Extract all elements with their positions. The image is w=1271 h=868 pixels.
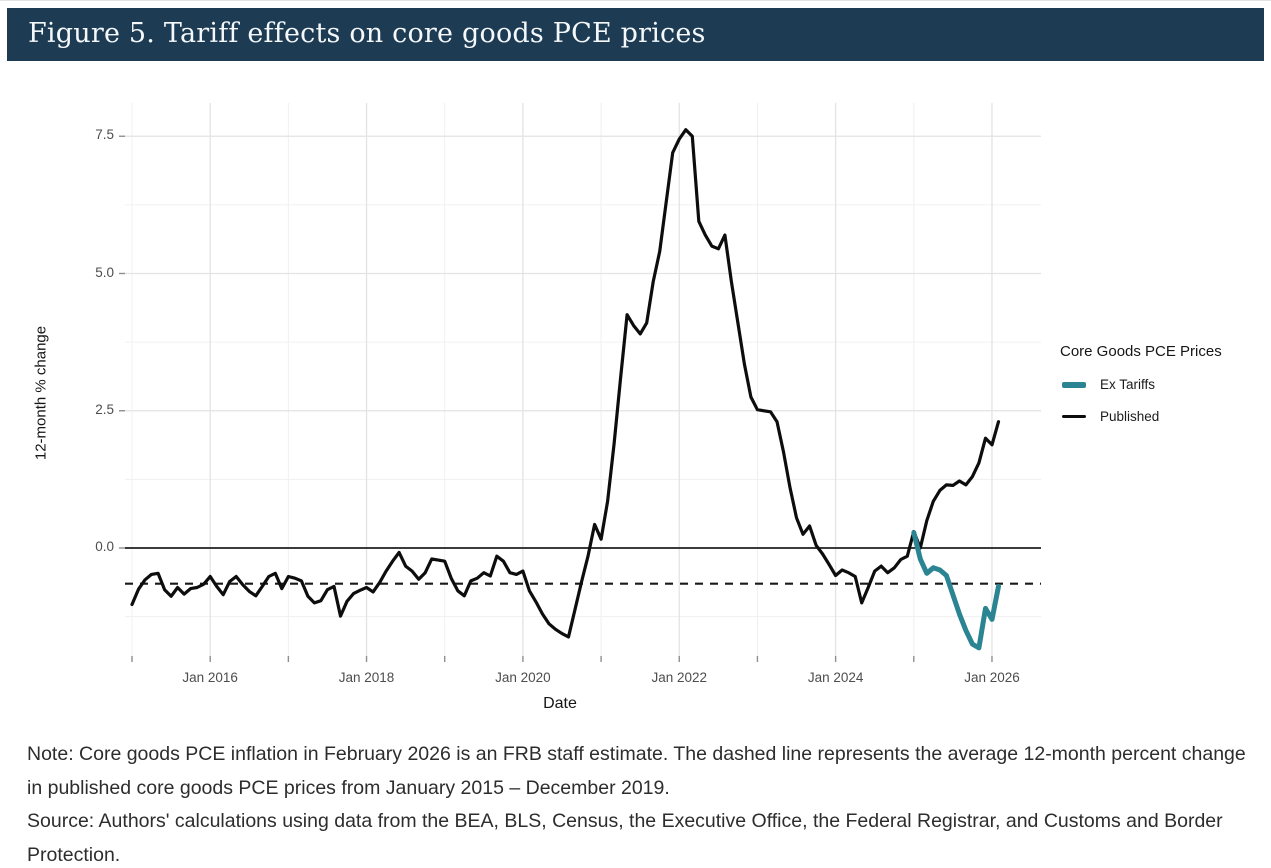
x-axis-title: Date xyxy=(543,695,577,712)
x-axis-tick-label: Jan 2018 xyxy=(338,670,395,685)
legend-label-published: Published xyxy=(1100,409,1160,424)
legend: Core Goods PCE Prices Ex Tariffs Publish… xyxy=(1058,343,1270,441)
x-axis-tick-label: Jan 2022 xyxy=(651,670,708,685)
y-axis-tick-label: 0.0 xyxy=(95,539,114,554)
figure-notes: Note: Core goods PCE inflation in Februa… xyxy=(27,738,1264,868)
note-text: Note: Core goods PCE inflation in Februa… xyxy=(27,743,1246,799)
source-text: Source: Authors' calculations using data… xyxy=(27,810,1223,866)
y-axis-tick-label: 2.5 xyxy=(95,401,114,417)
legend-title: Core Goods PCE Prices xyxy=(1060,343,1222,360)
line-chart xyxy=(119,103,1041,662)
x-axis-tick-label: Jan 2020 xyxy=(495,670,551,685)
ex-tariffs-line-swatch xyxy=(1062,381,1086,388)
y-axis-tick-label: 7.5 xyxy=(95,127,114,143)
figure-title-bar: Figure 5. Tariff effects on core goods P… xyxy=(7,8,1264,61)
x-axis-tick-label: Jan 2024 xyxy=(807,670,864,685)
figure-title: Figure 5. Tariff effects on core goods P… xyxy=(28,18,706,49)
x-axis-tick-label: Jan 2026 xyxy=(964,670,1020,685)
published-line-swatch xyxy=(1062,414,1086,419)
x-axis-tick-label: Jan 2016 xyxy=(182,670,238,685)
y-axis-tick-label: 5.0 xyxy=(95,264,114,280)
legend-item-published: Published xyxy=(1062,409,1270,424)
legend-item-ex-tariffs: Ex Tariffs xyxy=(1062,377,1270,392)
legend-label-ex-tariffs: Ex Tariffs xyxy=(1100,377,1156,392)
y-axis-title: 12-month % change xyxy=(32,325,50,461)
